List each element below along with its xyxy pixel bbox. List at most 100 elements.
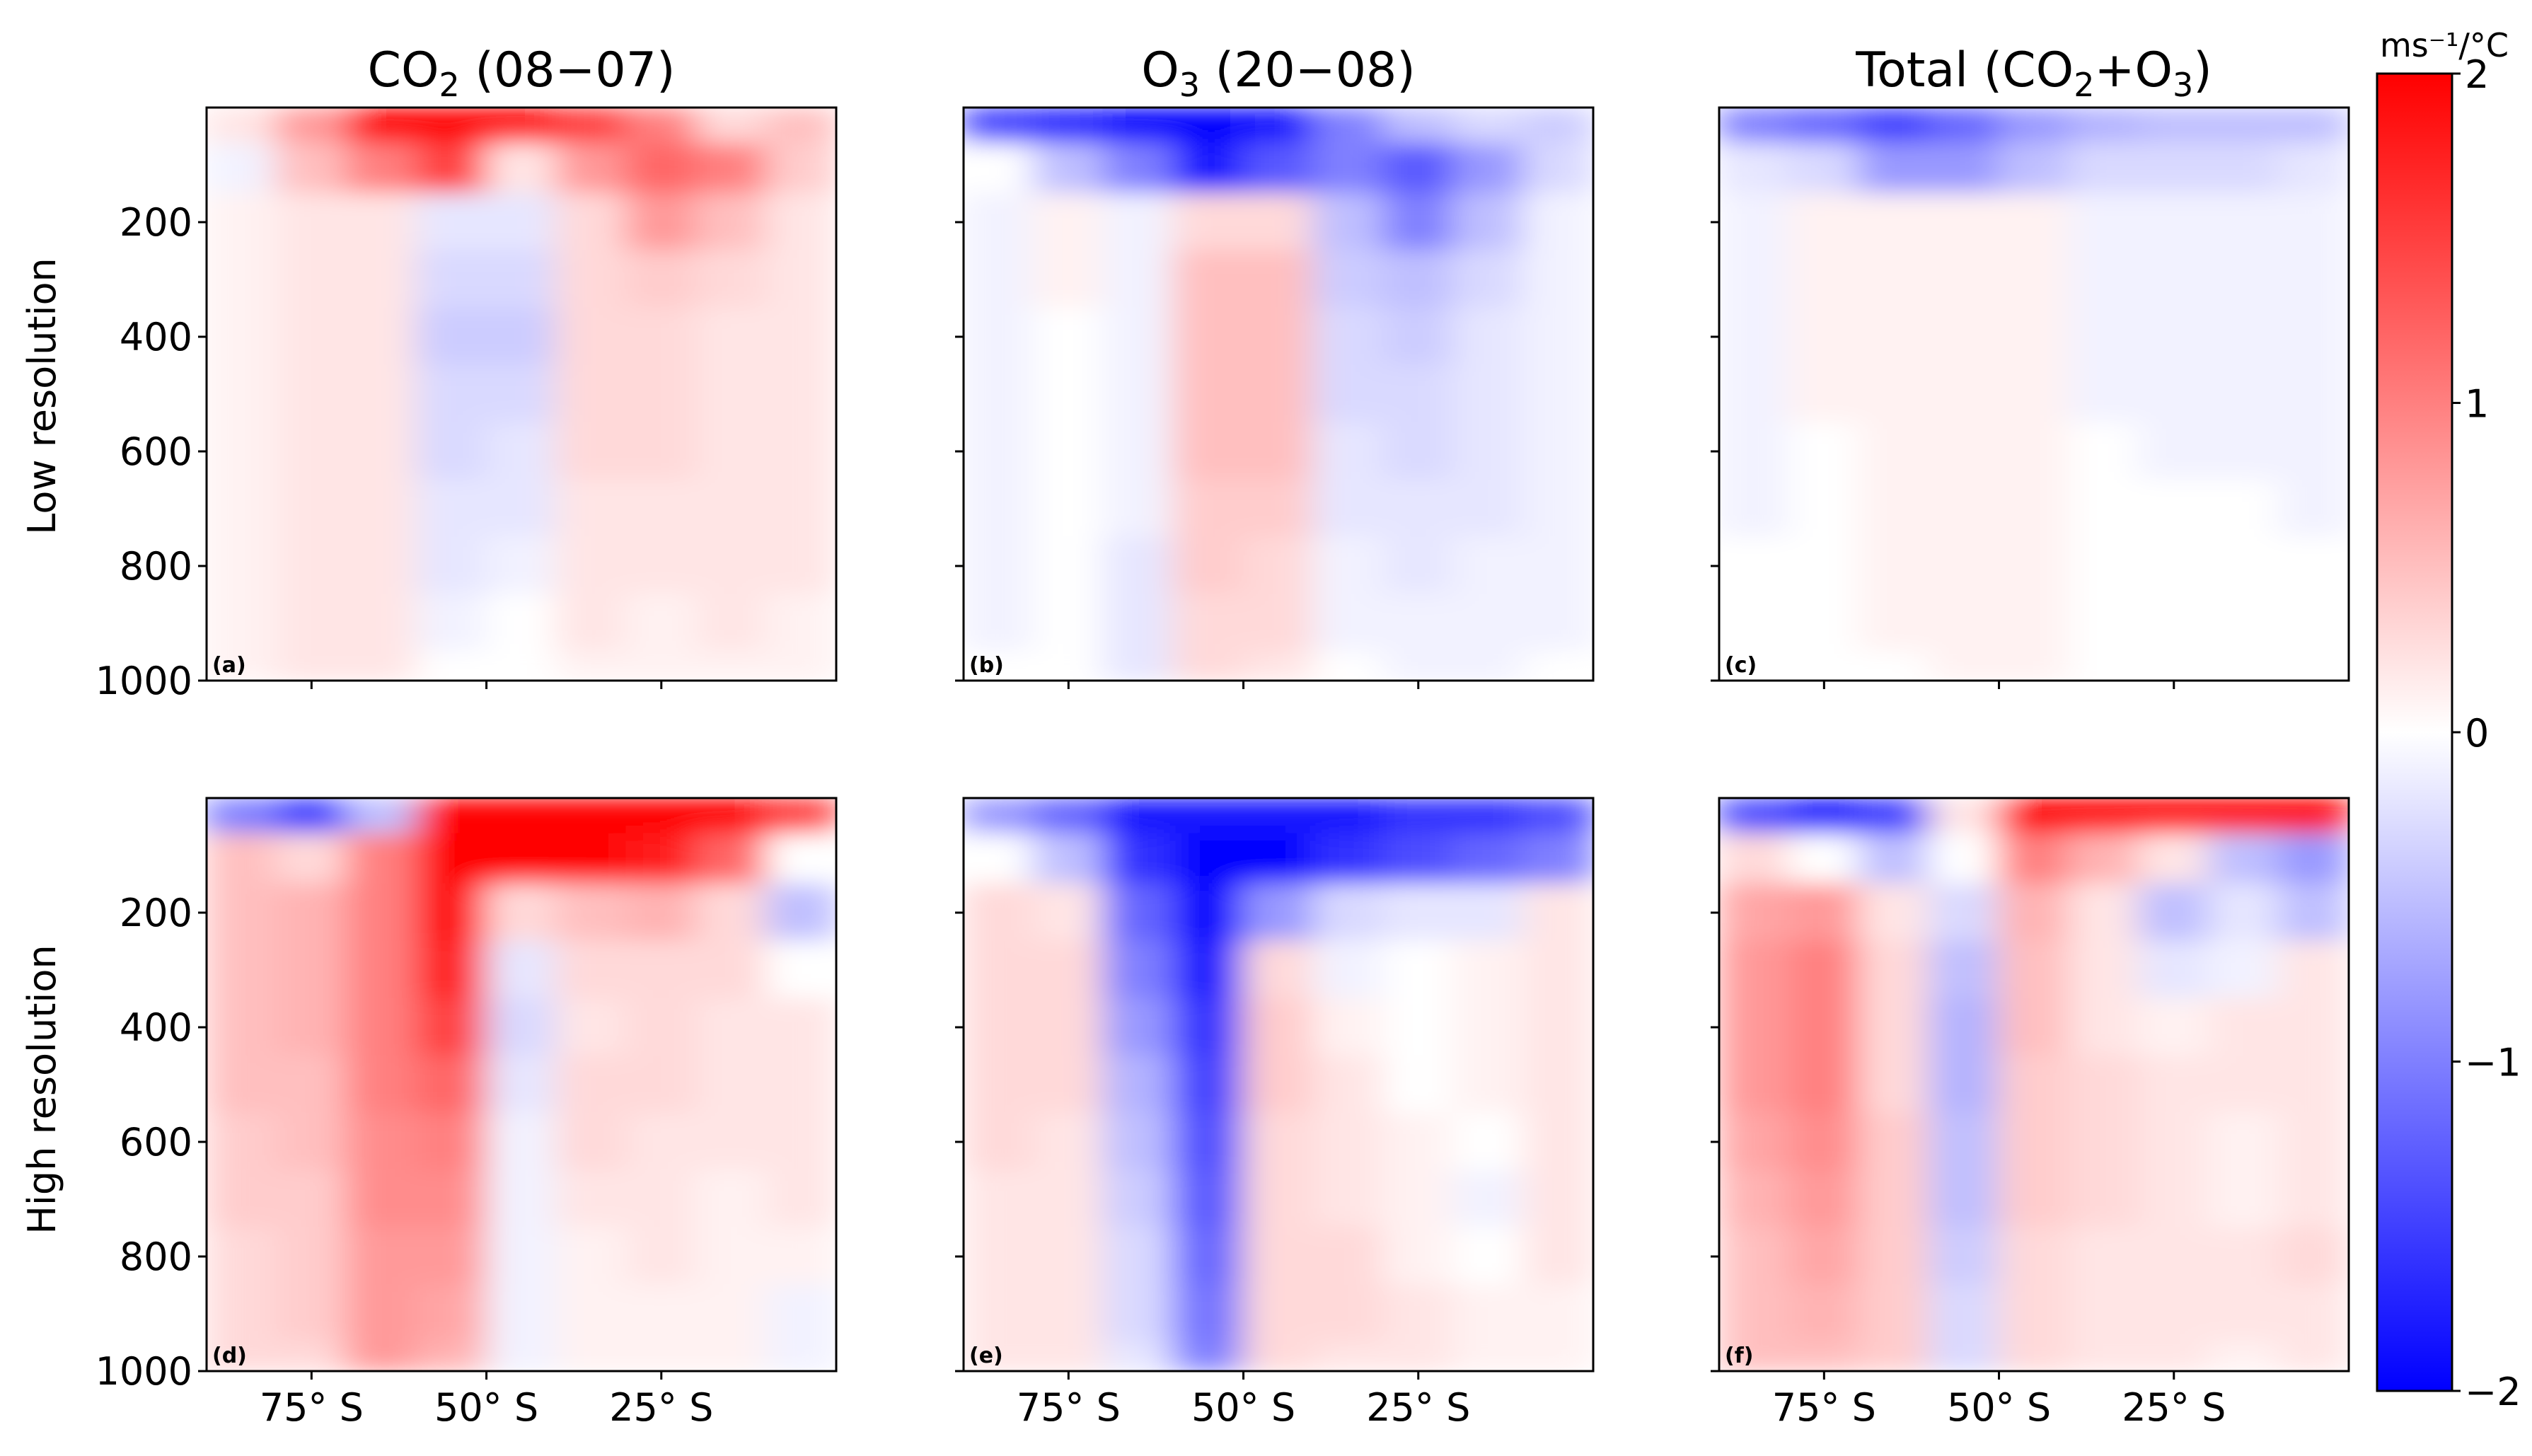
heatmap-cell [2068,250,2140,309]
panel-b: (b) [955,106,1595,689]
heatmap-cell [2278,798,2349,835]
heatmap-cell [1242,1112,1314,1172]
heatmap-cell [1452,833,1525,885]
heatmap-cell [1312,940,1384,1000]
heatmap-cell [1032,1284,1104,1344]
heatmap-cell [2068,594,2140,653]
heatmap-cell [2138,883,2210,942]
heatmap-cell [485,422,557,481]
heatmap-cell [1312,479,1384,538]
heatmap-cell [1032,479,1104,538]
heatmap-cell [1452,798,1525,835]
heatmap-cell [1242,883,1314,942]
heatmap-cell [415,594,487,653]
heatmap-cell [555,1169,628,1229]
heatmap-cell [1928,1284,2000,1344]
x-tick-label: 25° S [2122,1385,2226,1430]
heatmap-cell [1312,651,1384,681]
heatmap-cell [1382,364,1455,424]
heatmap-cell [1522,364,1593,424]
heatmap-cell [1102,364,1174,424]
heatmap-cell [2278,940,2349,1000]
heatmap-cell [1928,594,2000,653]
heatmap-cell [1102,798,1174,835]
heatmap-cell [2278,883,2349,942]
heatmap-cell [1522,1169,1593,1229]
heatmap-cell [2278,651,2349,681]
heatmap-cell [1719,594,1790,653]
heatmap-cell [2208,1169,2280,1229]
heatmap-cell [1719,798,1790,835]
heatmap-cell [2068,1169,2140,1229]
heatmap-cell [207,479,277,538]
heatmap-cell [1858,1055,1930,1114]
colorbar: 2 1 0 −1 −2 ms⁻¹/°C [2376,26,2521,1414]
heatmap-cell [1452,883,1525,942]
heatmap-cells [207,108,836,681]
heatmap-cell [1382,594,1455,653]
heatmap-cell [625,594,698,653]
heatmap-cell [625,1169,698,1229]
heatmap-cell [695,1227,768,1286]
heatmap-cell [1928,940,2000,1000]
heatmap-cell [1858,307,1930,366]
heatmap-cell [275,1341,347,1371]
heatmap-cell [1382,798,1455,835]
heatmap-cell [625,422,698,481]
colorbar-tick-label: −1 [2465,1041,2521,1085]
heatmap-cell [1242,594,1314,653]
heatmap-cell [1788,422,1860,481]
heatmap-cell [1452,536,1525,596]
heatmap-cell [555,883,628,942]
colorbar-tick-label: 0 [2465,711,2489,756]
heatmap-cell [1858,798,1930,835]
heatmap-cell [625,1284,698,1344]
heatmap-cell [1522,998,1593,1057]
heatmap-cell [964,1341,1034,1371]
heatmap-cell [555,192,628,252]
heatmap-cell [2138,1055,2210,1114]
heatmap-cell [625,192,698,252]
heatmap-cell [765,1341,836,1371]
heatmap-cell [2208,307,2280,366]
heatmap-cell [2138,250,2210,309]
heatmap-cell [964,108,1034,144]
heatmap-cell [1788,364,1860,424]
heatmap-cell [1788,1284,1860,1344]
heatmap-cell [2068,940,2140,1000]
heatmap-cell [1172,307,1244,366]
heatmap-cell [1102,833,1174,885]
heatmap-cell [765,108,836,144]
heatmap-cell [1522,1284,1593,1344]
heatmap-cell [2208,364,2280,424]
heatmap-cell [1172,1112,1244,1172]
heatmap-cell [1102,883,1174,942]
heatmap-cell [1172,536,1244,596]
heatmap-cell [207,142,277,195]
heatmap-cell [275,998,347,1057]
x-tick-label: 25° S [609,1385,713,1430]
y-tick-label: 600 [120,429,192,474]
y-tick-label: 600 [120,1120,192,1165]
heatmap-cell [485,1284,557,1344]
heatmap-cells [964,798,1593,1371]
heatmap-cell [207,1341,277,1371]
heatmap-cell [2208,1341,2280,1371]
heatmap-cell [1032,250,1104,309]
heatmap-cell [695,798,768,835]
heatmap-cell [765,883,836,942]
heatmap-cell [555,142,628,195]
heatmap-cell [1452,250,1525,309]
heatmap-cell [1998,940,2070,1000]
heatmap-cell [765,798,836,835]
heatmap-cell [1172,364,1244,424]
heatmap-cell [964,940,1034,1000]
heatmap-cell [1788,883,1860,942]
heatmap-cell [1719,364,1790,424]
heatmap-cell [695,364,768,424]
heatmap-cell [485,364,557,424]
heatmap-cell [1522,422,1593,481]
heatmap-cell [2138,1284,2210,1344]
heatmap-cell [2208,940,2280,1000]
heatmap-cell [625,998,698,1057]
